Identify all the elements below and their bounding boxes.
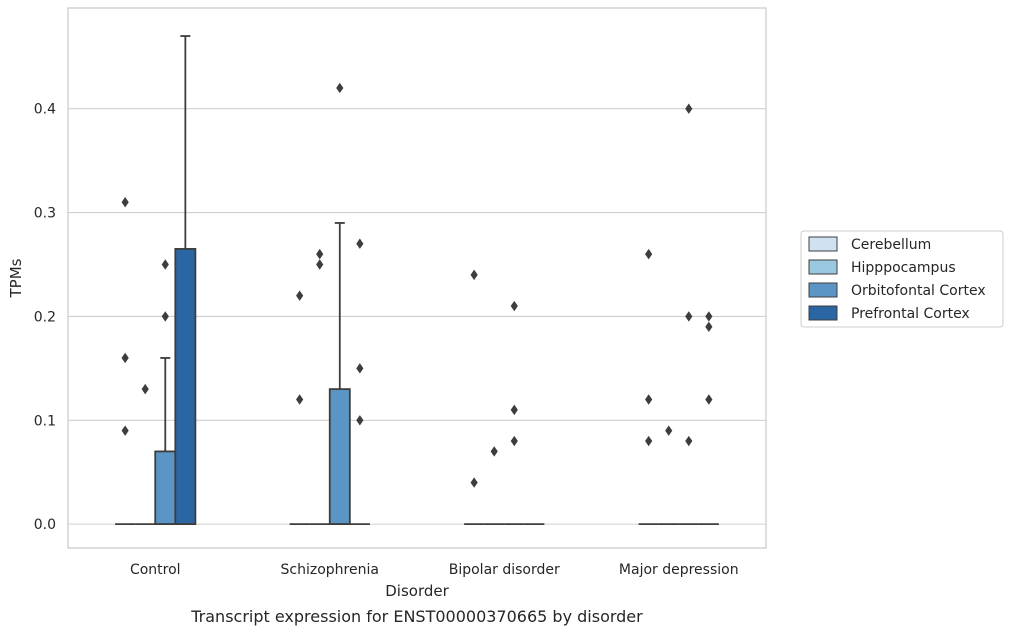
- legend-swatch: [808, 305, 838, 321]
- legend-label: Prefrontal Cortex: [851, 306, 970, 322]
- y-axis-ticks: 0.0 0.1 0.2 0.3 0.4: [34, 102, 56, 533]
- boxes: [115, 35, 719, 526]
- outlier-point: [121, 352, 129, 364]
- x-axis-ticks: Control Schizophrenia Bipolar disorder Majo…: [130, 562, 739, 578]
- box-orbitofontal-cortex: [504, 300, 525, 526]
- outlier-point: [510, 435, 518, 447]
- box-orbitofontal-cortex: [328, 82, 351, 526]
- box-hipppocampus: [484, 446, 505, 526]
- outlier-point: [705, 394, 713, 405]
- outlier-point: [121, 425, 129, 436]
- outlier-point: [685, 435, 693, 447]
- outlier-point: [470, 269, 478, 281]
- box-body: [154, 450, 177, 526]
- outlier-point: [296, 394, 304, 405]
- outlier-point: [316, 248, 324, 260]
- x-tick-label: Control: [130, 562, 181, 578]
- outlier-point: [490, 446, 498, 457]
- y-tick-label: 0.4: [34, 102, 56, 118]
- outlier-point: [470, 477, 478, 488]
- box-hipppocampus: [658, 425, 679, 526]
- outlier-point: [665, 425, 673, 436]
- legend-label: Orbitofontal Cortex: [851, 283, 986, 299]
- box-cerebellum: [464, 269, 485, 526]
- outlier-point: [645, 394, 653, 405]
- chart-caption: Transcript expression for ENST0000037066…: [190, 607, 643, 626]
- box-cerebellum: [638, 248, 659, 526]
- outlier-point: [685, 103, 693, 114]
- y-tick-label: 0.0: [34, 517, 56, 533]
- y-axis-label: TPMs: [7, 258, 25, 298]
- outlier-point: [705, 321, 713, 333]
- y-tick-label: 0.1: [34, 413, 56, 429]
- box-cerebellum: [289, 290, 310, 526]
- outlier-point: [161, 311, 169, 322]
- box-orbitofontal-cortex: [678, 103, 699, 526]
- x-axis-label: Disorder: [385, 582, 449, 600]
- box-hipppocampus: [135, 383, 156, 526]
- box-orbitofontal-cortex: [154, 259, 177, 526]
- legend-swatch: [808, 236, 838, 252]
- y-tick-label: 0.2: [34, 309, 56, 325]
- box-prefrontal-cortex: [698, 311, 719, 526]
- outlier-point: [705, 311, 713, 322]
- outlier-point: [685, 311, 693, 322]
- legend-label: Hipppocampus: [851, 260, 956, 276]
- box-hipppocampus: [309, 248, 330, 526]
- outlier-point: [356, 238, 364, 249]
- plot-area-frame: [67, 7, 767, 549]
- outlier-point: [645, 435, 653, 447]
- outlier-point: [510, 300, 518, 312]
- box-cerebellum: [115, 196, 136, 526]
- y-tick-label: 0.3: [34, 206, 56, 222]
- legend: Cerebellum Hipppocampus Orbitofontal Corte…: [800, 230, 1004, 328]
- outlier-point: [141, 383, 149, 395]
- box-body: [174, 248, 197, 526]
- outlier-point: [336, 82, 344, 94]
- x-tick-label: Schizophrenia: [281, 562, 379, 578]
- legend-label: Cerebellum: [851, 237, 931, 253]
- box-body: [328, 388, 351, 526]
- x-tick-label: Bipolar disorder: [449, 562, 560, 578]
- outlier-point: [316, 259, 324, 270]
- outlier-point: [510, 404, 518, 416]
- outlier-point: [356, 363, 364, 374]
- box-prefrontal-cortex: [349, 238, 370, 526]
- outlier-point: [645, 248, 653, 260]
- box-prefrontal-cortex: [174, 35, 197, 526]
- legend-swatch: [808, 282, 838, 298]
- outlier-point: [296, 290, 304, 301]
- outlier-point: [356, 415, 364, 426]
- outlier-point: [121, 196, 129, 208]
- legend-swatch: [808, 259, 838, 275]
- outlier-point: [161, 259, 169, 270]
- legend-frame: [800, 230, 1004, 328]
- x-tick-label: Major depression: [619, 562, 739, 578]
